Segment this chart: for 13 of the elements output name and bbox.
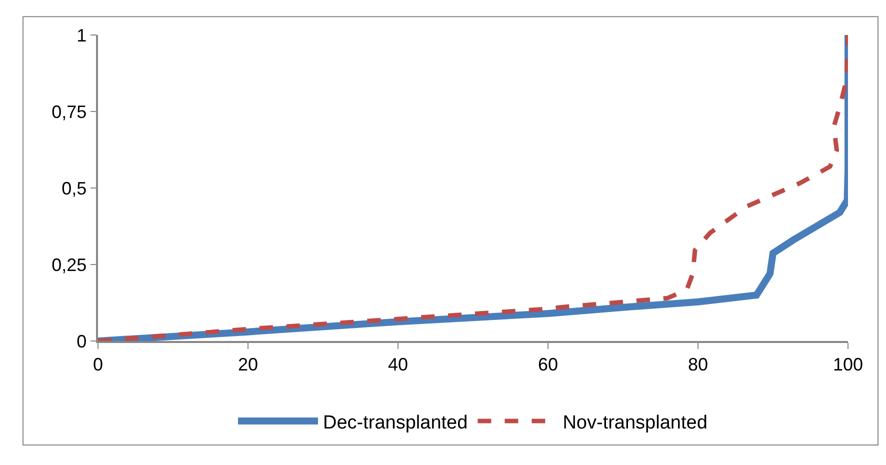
y-tick-label: 1	[76, 25, 87, 46]
y-tick-label: 0,75	[52, 102, 87, 122]
legend-label: Nov-transplanted	[562, 412, 708, 434]
x-tick-label: 100	[832, 354, 864, 374]
x-tick-label: 20	[238, 354, 258, 374]
y-tick-label: 0,25	[52, 254, 87, 275]
y-tick-label: 0,5	[62, 178, 87, 198]
x-tick-label: 40	[388, 354, 408, 374]
legend-label: Dec-transplanted	[323, 412, 468, 434]
y-tick-label: 0	[76, 331, 87, 352]
x-tick-label: 80	[688, 354, 708, 374]
x-tick-label: 60	[538, 354, 558, 374]
x-tick-label: 0	[92, 354, 104, 374]
